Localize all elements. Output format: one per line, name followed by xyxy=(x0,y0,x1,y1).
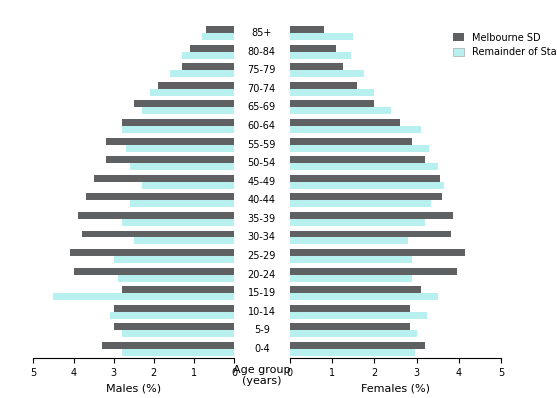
Bar xyxy=(290,312,427,319)
Bar xyxy=(290,293,438,300)
Text: 85+: 85+ xyxy=(252,28,272,38)
Bar xyxy=(141,182,234,189)
Bar xyxy=(106,156,234,163)
Bar xyxy=(118,275,234,282)
Bar xyxy=(290,275,412,282)
Bar xyxy=(121,219,234,226)
Text: 55-59: 55-59 xyxy=(248,140,276,150)
Bar xyxy=(290,330,417,337)
Bar xyxy=(290,200,432,207)
Bar xyxy=(114,305,234,312)
Bar xyxy=(150,89,234,96)
Bar xyxy=(130,200,234,207)
Bar xyxy=(290,126,421,133)
Text: 75-79: 75-79 xyxy=(248,65,276,75)
Bar xyxy=(290,305,411,312)
Bar xyxy=(114,323,234,330)
Bar xyxy=(290,138,412,144)
Bar xyxy=(290,212,453,219)
Bar xyxy=(202,33,234,40)
Bar xyxy=(101,342,234,349)
Bar xyxy=(121,126,234,133)
Bar xyxy=(290,323,411,330)
X-axis label: Females (%): Females (%) xyxy=(361,384,430,394)
Bar xyxy=(74,267,234,275)
Text: 60-64: 60-64 xyxy=(248,121,276,131)
Bar xyxy=(121,286,234,293)
Text: 10-14: 10-14 xyxy=(248,307,276,317)
Text: 80-84: 80-84 xyxy=(248,47,276,57)
Bar xyxy=(290,156,425,163)
Text: 20-24: 20-24 xyxy=(248,269,276,280)
Bar xyxy=(121,349,234,356)
Bar xyxy=(130,163,234,170)
Bar xyxy=(290,144,429,152)
Bar xyxy=(290,342,425,349)
Bar xyxy=(141,107,234,115)
Bar xyxy=(290,70,364,77)
Text: Age group
(years): Age group (years) xyxy=(233,365,291,386)
Bar xyxy=(126,144,234,152)
Bar xyxy=(158,82,234,89)
Bar xyxy=(290,119,400,126)
Text: 5-9: 5-9 xyxy=(254,325,270,336)
Text: 0-4: 0-4 xyxy=(254,344,270,354)
Bar xyxy=(134,101,234,107)
Bar xyxy=(290,267,457,275)
Text: 40-44: 40-44 xyxy=(248,195,276,205)
Bar xyxy=(86,193,234,200)
Bar xyxy=(290,107,391,115)
Bar xyxy=(290,26,324,33)
Bar xyxy=(114,256,234,263)
Text: 70-74: 70-74 xyxy=(248,84,276,94)
X-axis label: Males (%): Males (%) xyxy=(106,384,161,394)
Bar xyxy=(290,182,444,189)
Bar xyxy=(290,89,374,96)
Text: 65-69: 65-69 xyxy=(248,102,276,113)
Bar xyxy=(170,70,234,77)
Bar xyxy=(290,230,451,238)
Bar xyxy=(81,230,234,238)
Bar xyxy=(290,63,343,70)
Bar xyxy=(77,212,234,219)
Bar xyxy=(206,26,234,33)
Bar xyxy=(290,286,421,293)
Legend: Melbourne SD, Remainder of State: Melbourne SD, Remainder of State xyxy=(449,29,557,61)
Text: 45-49: 45-49 xyxy=(248,177,276,187)
Text: 50-54: 50-54 xyxy=(248,158,276,168)
Bar xyxy=(106,138,234,144)
Bar xyxy=(53,293,234,300)
Bar xyxy=(121,330,234,337)
Bar xyxy=(110,312,234,319)
Bar xyxy=(182,63,234,70)
Bar xyxy=(290,45,336,52)
Bar xyxy=(290,256,412,263)
Text: 15-19: 15-19 xyxy=(248,288,276,298)
Bar xyxy=(182,52,234,59)
Bar xyxy=(290,101,374,107)
Bar xyxy=(290,249,465,256)
Bar xyxy=(70,249,234,256)
Text: 25-29: 25-29 xyxy=(248,251,276,261)
Text: 35-39: 35-39 xyxy=(248,214,276,224)
Bar xyxy=(290,163,438,170)
Bar xyxy=(290,193,442,200)
Bar xyxy=(290,238,408,244)
Text: 30-34: 30-34 xyxy=(248,232,276,242)
Bar xyxy=(290,33,353,40)
Bar xyxy=(190,45,234,52)
Bar xyxy=(290,219,425,226)
Bar xyxy=(290,349,414,356)
Bar xyxy=(290,52,351,59)
Bar xyxy=(121,119,234,126)
Bar xyxy=(290,82,358,89)
Bar xyxy=(134,238,234,244)
Bar xyxy=(290,175,440,182)
Bar xyxy=(94,175,234,182)
